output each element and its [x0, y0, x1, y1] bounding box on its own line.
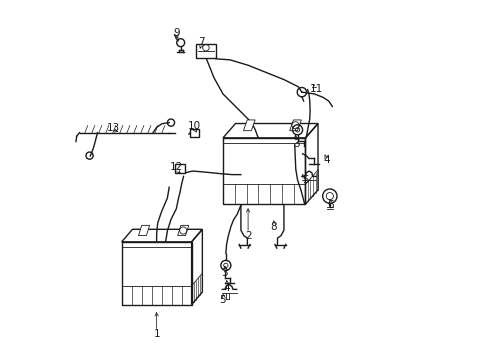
Text: 9: 9 [173, 28, 179, 38]
Text: 4: 4 [223, 283, 229, 293]
Text: 6: 6 [326, 200, 333, 210]
Polygon shape [243, 120, 255, 131]
Text: 5: 5 [302, 175, 308, 185]
Text: 4: 4 [323, 155, 329, 165]
Text: 11: 11 [309, 84, 322, 94]
Polygon shape [289, 120, 301, 131]
Text: 3: 3 [293, 139, 299, 149]
Text: 10: 10 [187, 121, 201, 131]
Text: 8: 8 [269, 222, 276, 231]
Text: 12: 12 [169, 162, 183, 172]
Text: 2: 2 [244, 231, 251, 240]
Polygon shape [174, 164, 185, 173]
Text: 1: 1 [153, 329, 160, 339]
Text: 3: 3 [221, 268, 227, 278]
Text: 5: 5 [219, 295, 226, 305]
Text: 7: 7 [198, 37, 204, 47]
Text: 13: 13 [107, 123, 120, 133]
Polygon shape [196, 44, 215, 58]
Polygon shape [189, 129, 199, 137]
Polygon shape [138, 225, 149, 235]
Polygon shape [177, 225, 188, 235]
